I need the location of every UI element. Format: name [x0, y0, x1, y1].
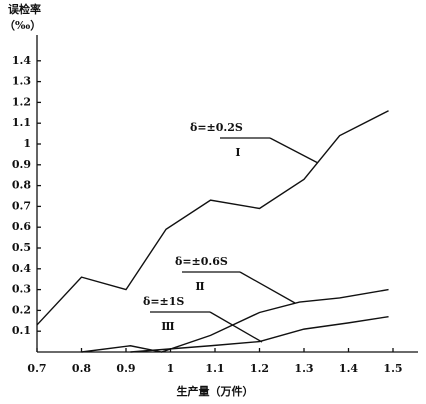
y-tick-label: 1.2: [12, 95, 31, 108]
x-axis-label: 生产量（万件）: [177, 384, 254, 398]
x-tick-label: 1.1: [205, 362, 224, 375]
leader-line: [209, 311, 263, 343]
x-tick-label: 1.5: [383, 362, 402, 375]
series-name: δ=±0.2S: [190, 121, 243, 134]
series-name: δ=±0.6S: [175, 255, 228, 268]
y-tick-label: 1.3: [12, 75, 31, 88]
data-line: [130, 315, 389, 353]
y-tick-label: 1.4: [12, 54, 31, 67]
y-tick-label: 0.8: [12, 179, 31, 192]
y-tick-label: 0.9: [12, 158, 31, 171]
y-tick-label: 0.2: [12, 303, 31, 316]
x-tick-label: 0.8: [72, 362, 91, 375]
y-tick-label: 0.4: [12, 262, 31, 275]
x-tick-label: 1: [167, 362, 175, 375]
x-tick-label: 1.3: [294, 362, 313, 375]
data-line: [36, 110, 389, 326]
y-axis-label: 误检率: [8, 2, 41, 16]
y-tick-label: 0.5: [12, 241, 31, 254]
leader-line: [239, 271, 296, 304]
y-axis-unit: （‰）: [4, 19, 41, 32]
x-tick-label: 1.4: [339, 362, 358, 375]
x-tick-label: 0.9: [116, 362, 135, 375]
series-name: δ=±1S: [143, 295, 184, 308]
y-tick-label: 0.7: [12, 199, 31, 212]
x-tick-label: 0.7: [27, 362, 46, 375]
y-tick-label: 1.1: [12, 116, 31, 129]
y-tick-label: 0.6: [12, 220, 31, 233]
data-line: [81, 288, 389, 353]
series-label: Ⅰ: [235, 146, 240, 159]
y-tick-label: 1: [23, 137, 31, 150]
series-label: Ⅱ: [195, 280, 204, 293]
leader-line: [269, 137, 319, 164]
y-tick-label: 0.1: [12, 324, 31, 337]
y-tick-label: 0.3: [12, 283, 31, 296]
series-label: Ⅲ: [161, 320, 174, 333]
x-tick-label: 1.2: [250, 362, 269, 375]
